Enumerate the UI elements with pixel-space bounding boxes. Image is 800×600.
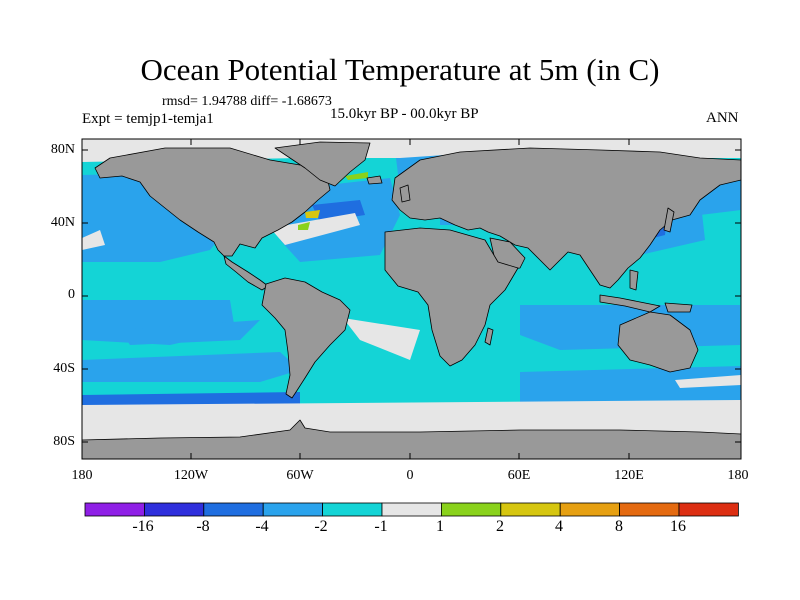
lat-tick-label: 40S (53, 361, 75, 376)
japan (663, 207, 675, 233)
map-frame (81, 138, 742, 460)
lon-tick-label: 120W (173, 468, 209, 483)
new-guinea (664, 302, 693, 313)
period-text: 15.0kyr BP - 00.0kyr BP (330, 106, 479, 122)
stats-text: rmsd= 1.94788 diff= -1.68673 (162, 94, 332, 109)
land-masses (82, 141, 741, 459)
antarctica (82, 419, 741, 459)
lat-tick-label: 0 (68, 287, 75, 302)
africa (384, 227, 519, 367)
colorbar-label: -16 (132, 518, 154, 535)
colorbar (84, 502, 739, 517)
colorbar-swatch (262, 502, 324, 517)
lon-tick-label: 0 (406, 468, 414, 483)
colorbar-swatch (440, 502, 502, 517)
lat-tick-label: 80N (50, 142, 75, 157)
philippines (629, 269, 639, 291)
colorbar-label: 4 (555, 518, 563, 535)
lon-tick-label: 60E (507, 468, 531, 483)
colorbar-swatch (143, 502, 205, 517)
map-title: Ocean Potential Temperature at 5m (in C) (140, 52, 660, 87)
colorbar-swatch (559, 502, 621, 517)
expt-text: Expt = temjp1-temja1 (82, 111, 214, 127)
axis-ticks (81, 139, 742, 459)
lat-tick-label: 80S (53, 434, 75, 449)
lon-tick-label: 60W (286, 468, 314, 483)
british-isles (399, 184, 411, 203)
colorbar-label: 8 (615, 518, 623, 535)
colorbar-swatch (84, 502, 145, 517)
colorbar-label: -8 (196, 518, 210, 535)
colorbar-swatch (203, 502, 264, 517)
season-label: ANN (706, 110, 739, 126)
lon-tick-label: 120E (614, 468, 644, 483)
warm-anomaly-patches (298, 172, 368, 230)
australia (617, 311, 699, 373)
lon-tick-label: 180 (71, 468, 93, 483)
colorbar-swatch (381, 502, 442, 517)
indonesia (599, 294, 661, 313)
lat-tick-label: 40N (50, 215, 75, 230)
colorbar-swatch (619, 502, 680, 517)
lon-tick-label: 180 (727, 468, 749, 483)
eurasia (391, 147, 741, 289)
greenland (274, 141, 371, 187)
colorbar-label: -2 (314, 518, 328, 535)
colorbar-label: 2 (496, 518, 504, 535)
madagascar (484, 327, 494, 346)
colorbar-swatch (678, 502, 739, 517)
colorbar-label: 1 (436, 518, 444, 535)
colorbar-label: -4 (255, 518, 269, 535)
colorbar-swatch (500, 502, 561, 517)
south-america (261, 277, 351, 399)
colorbar-swatch (322, 502, 383, 517)
iceland (366, 175, 383, 185)
colorbar-label: 16 (670, 518, 686, 535)
colorbar-label: -1 (374, 518, 388, 535)
